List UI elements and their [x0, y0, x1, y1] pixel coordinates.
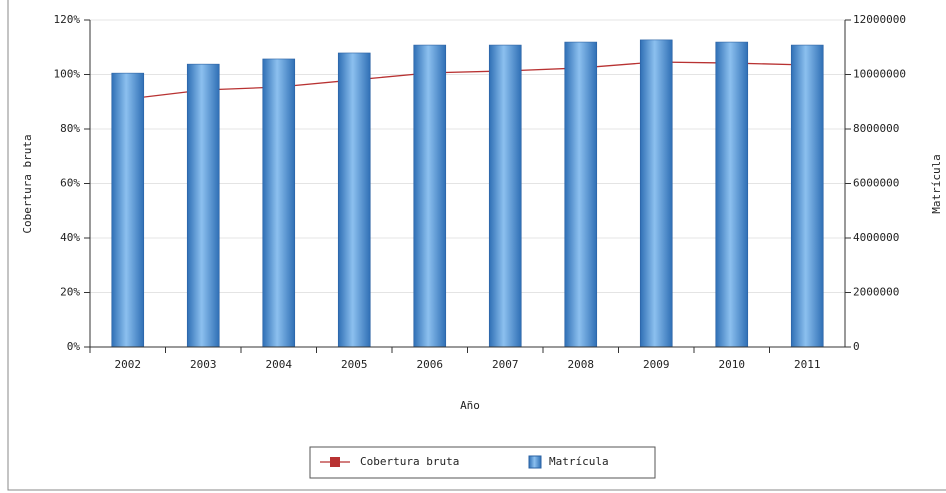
bar: [337, 52, 371, 348]
legend-label: Cobertura bruta: [360, 455, 459, 468]
x-tick-label: 2004: [266, 358, 293, 371]
y-tick-label: 120%: [54, 13, 81, 26]
bar: [564, 41, 598, 348]
legend-swatch: [528, 455, 542, 469]
y2-tick-label: 6000000: [853, 177, 899, 190]
y-tick-label: 100%: [54, 68, 81, 81]
bar: [413, 44, 447, 348]
bar: [639, 39, 673, 348]
y2-tick-label: 0: [853, 340, 860, 353]
y-tick-label: 40%: [60, 231, 80, 244]
y2-axis-title: Matrícula: [930, 154, 943, 214]
x-tick-label: 2008: [568, 358, 595, 371]
x-tick-label: 2002: [115, 358, 142, 371]
bar: [715, 41, 749, 348]
y-tick-label: 20%: [60, 286, 80, 299]
bar: [488, 44, 522, 348]
x-tick-label: 2005: [341, 358, 368, 371]
line: [127, 61, 808, 100]
x-axis-title: Año: [460, 399, 480, 412]
legend: [309, 446, 656, 479]
x-tick-label: 2011: [794, 358, 821, 371]
y2-tick-label: 2000000: [853, 286, 899, 299]
legend-marker: [330, 457, 340, 467]
x-tick-label: 2006: [417, 358, 444, 371]
x-tick-label: 2007: [492, 358, 519, 371]
frame: [7, 0, 946, 491]
y-axis-title: Cobertura bruta: [21, 134, 34, 233]
x-tick-label: 2009: [643, 358, 670, 371]
bar: [790, 44, 824, 348]
y-tick-label: 60%: [60, 177, 80, 190]
y-tick-label: 80%: [60, 122, 80, 135]
y2-tick-label: 4000000: [853, 231, 899, 244]
y2-tick-label: 10000000: [853, 68, 906, 81]
bar: [186, 63, 220, 348]
y-tick-label: 0%: [67, 340, 81, 353]
y2-tick-label: 8000000: [853, 122, 899, 135]
bar: [262, 58, 296, 348]
x-tick-label: 2010: [719, 358, 746, 371]
legend-label: Matrícula: [549, 455, 609, 468]
y2-tick-label: 12000000: [853, 13, 906, 26]
bar: [111, 72, 145, 348]
x-tick-label: 2003: [190, 358, 217, 371]
